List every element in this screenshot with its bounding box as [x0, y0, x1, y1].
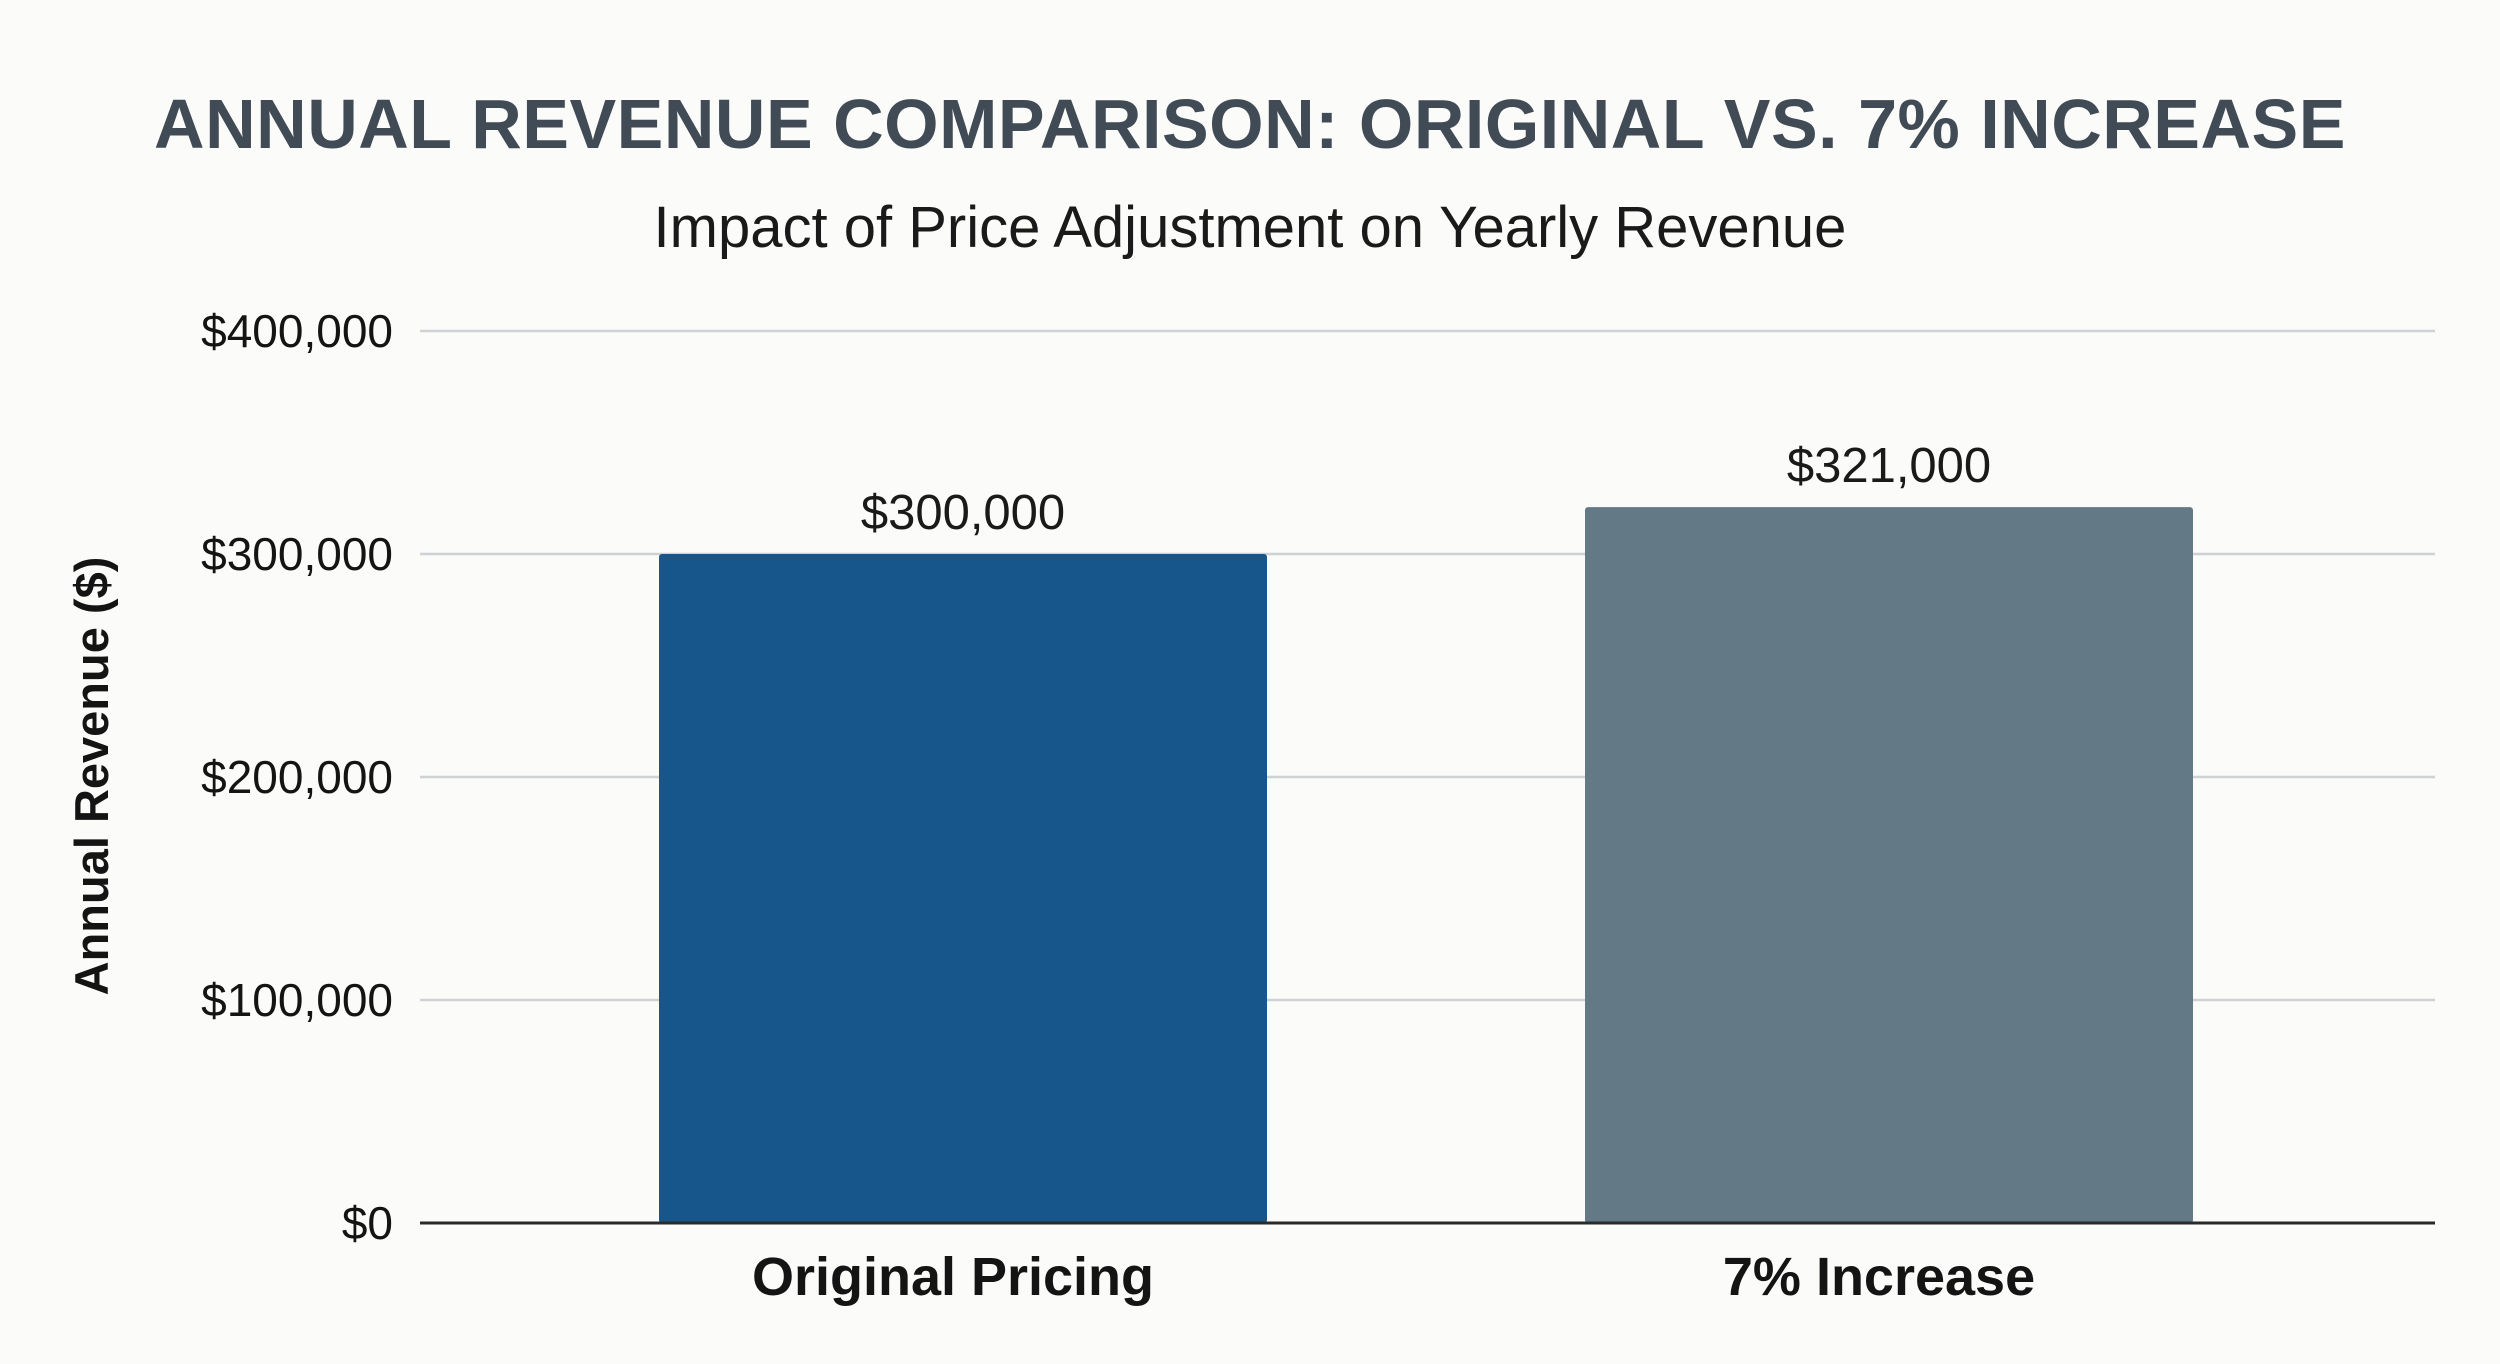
y-tick-label: $400,000 — [201, 305, 393, 357]
bar — [1585, 507, 2193, 1223]
bar-value-label: $300,000 — [861, 486, 1065, 540]
chart-subtitle: Impact of Price Adjustment on Yearly Rev… — [654, 195, 1847, 260]
bar — [659, 554, 1267, 1223]
y-tick-label: $300,000 — [201, 528, 393, 580]
y-axis-ticks: $0 $100,000 $200,000 $300,000 $400,000 — [201, 305, 393, 1249]
chart-title: ANNUAL REVENUE COMPARISON: ORIGINAL VS. … — [154, 85, 2346, 163]
x-category-label: Original Pricing — [752, 1247, 1154, 1307]
bar-value-label: $321,000 — [1787, 439, 1991, 493]
x-axis-categories: Original Pricing 7% Increase — [752, 1247, 2035, 1307]
data-labels: $300,000 $321,000 — [861, 439, 1991, 540]
y-tick-label: $200,000 — [201, 751, 393, 803]
x-category-label: 7% Increase — [1723, 1247, 2035, 1307]
y-tick-label: $100,000 — [201, 974, 393, 1026]
y-axis-title: Annual Revenue ($) — [65, 557, 118, 996]
y-tick-label: $0 — [342, 1197, 393, 1249]
bars — [659, 507, 2193, 1223]
